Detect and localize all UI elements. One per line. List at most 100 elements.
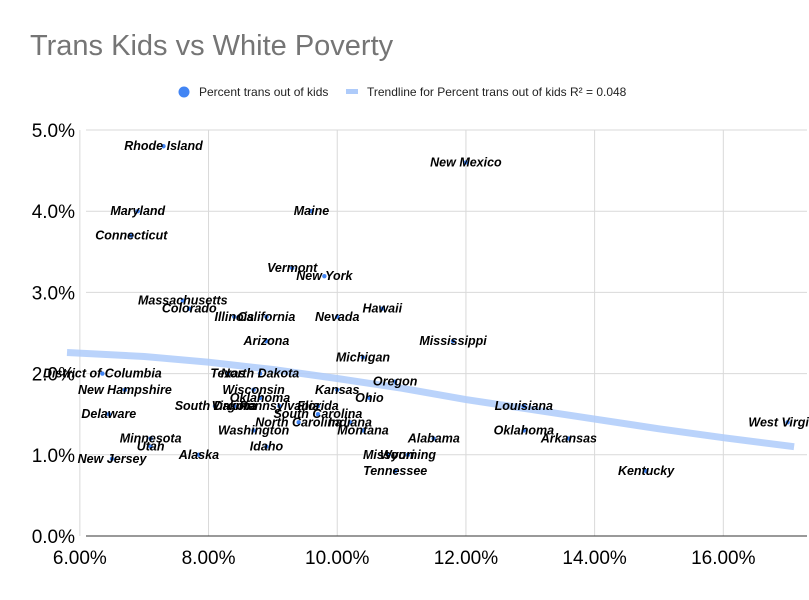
- data-point: [232, 314, 237, 319]
- point-label: Virginia: [212, 399, 257, 413]
- data-point: [315, 412, 321, 417]
- data-point: [257, 395, 263, 401]
- data-point: [360, 355, 366, 360]
- point-label: Washington: [218, 423, 290, 437]
- point-label: Idaho: [250, 440, 284, 454]
- y-tick-label: 5.0%: [32, 121, 75, 142]
- data-point: [392, 468, 398, 474]
- point-label: Wisconsin: [222, 383, 285, 397]
- point-label: Colorado: [162, 302, 217, 316]
- data-point: [106, 412, 112, 417]
- y-tick-label: 1.0%: [32, 446, 75, 467]
- point-label: Delaware: [81, 407, 136, 421]
- point-label: Maine: [294, 204, 329, 218]
- data-point: [643, 468, 649, 474]
- point-label: Arizona: [243, 334, 290, 348]
- data-point: [360, 428, 366, 433]
- x-tick-label: 6.00%: [53, 548, 107, 569]
- point-label: Wyoming: [380, 448, 436, 462]
- data-point: [251, 428, 256, 433]
- point-label: Texas: [210, 367, 245, 381]
- point-label: Michigan: [336, 350, 391, 364]
- x-tick-label: 14.00%: [562, 548, 627, 569]
- point-label: Maryland: [110, 204, 165, 218]
- point-label: Arkansas: [540, 432, 597, 446]
- data-point: [212, 403, 218, 409]
- grid: [79, 129, 807, 537]
- data-point: [196, 452, 202, 457]
- point-label: Oklahoma: [230, 391, 290, 405]
- data-points: [100, 144, 790, 474]
- data-point: [264, 314, 269, 319]
- point-label: Montana: [337, 423, 388, 437]
- point-label: West Virginia: [748, 415, 809, 429]
- point-label: Massachusetts: [138, 294, 228, 308]
- chart-title: Trans Kids vs White Poverty: [30, 30, 394, 62]
- data-point: [180, 298, 186, 303]
- point-label: Rhode Island: [124, 139, 203, 153]
- data-point: [161, 144, 166, 149]
- point-label: North Dakota: [221, 367, 300, 381]
- y-tick-label: 3.0%: [32, 283, 75, 304]
- point-label: Hawaii: [362, 302, 402, 316]
- point-label: South Dakota: [175, 399, 256, 413]
- y-axis-ticks: 0.0% 1.0% 2.0% 3.0% 4.0% 5.0%: [32, 121, 75, 548]
- data-point: [264, 444, 269, 449]
- data-point: [335, 387, 340, 393]
- point-labels: Rhode Island New Mexico Maryland Maine Conne…: [43, 139, 809, 478]
- point-label: Illinois: [214, 310, 254, 324]
- legend-label-series-1: Percent trans out of kids: [199, 85, 328, 99]
- data-point: [309, 209, 314, 214]
- point-label: Kentucky: [618, 464, 675, 478]
- point-label: Florida: [297, 399, 339, 413]
- x-tick-label: 8.00%: [182, 548, 236, 569]
- point-label: Ohio: [355, 391, 384, 405]
- point-label: Indiana: [328, 415, 372, 429]
- data-point: [347, 420, 353, 425]
- point-label: New Hampshire: [78, 383, 172, 397]
- point-label: Missouri: [363, 448, 415, 462]
- data-point: [109, 456, 115, 462]
- data-point: [380, 306, 385, 311]
- legend-label-trendline: Trendline for Percent trans out of kids …: [367, 85, 627, 99]
- point-label: Kansas: [315, 383, 360, 397]
- point-label: New Mexico: [430, 155, 502, 169]
- data-point: [521, 428, 527, 433]
- legend[interactable]: Percent trans out of kids Trendline for …: [178, 85, 627, 99]
- data-point: [100, 371, 105, 376]
- x-tick-label: 10.00%: [305, 548, 370, 569]
- data-point: [148, 444, 153, 449]
- point-label: New Jersey: [78, 452, 148, 466]
- data-point: [315, 403, 321, 409]
- point-label: Minnesota: [120, 432, 182, 446]
- point-label: Mississippi: [419, 334, 487, 348]
- data-point: [277, 403, 282, 409]
- point-label: Utah: [137, 440, 165, 454]
- point-label: New York: [296, 269, 353, 283]
- legend-marker-series-1: [178, 86, 190, 98]
- data-point: [463, 160, 469, 165]
- point-label: Pennsylvania: [239, 399, 319, 413]
- data-point: [289, 265, 295, 271]
- data-point: [450, 338, 456, 344]
- data-point: [187, 306, 192, 311]
- data-point: [785, 420, 790, 425]
- point-label: Tennessee: [363, 464, 427, 478]
- data-point: [521, 403, 527, 409]
- data-point: [251, 387, 256, 393]
- data-point: [232, 403, 237, 409]
- data-point: [367, 395, 372, 401]
- point-label: California: [238, 310, 296, 324]
- legend-marker-trendline: [346, 89, 358, 94]
- x-axis-ticks: 6.00% 8.00% 10.00% 12.00% 14.00% 16.00%: [53, 548, 756, 569]
- data-point: [296, 420, 301, 425]
- point-label: Nevada: [315, 310, 360, 324]
- x-tick-label: 16.00%: [691, 548, 756, 569]
- data-point: [148, 436, 153, 441]
- x-tick-label: 12.00%: [434, 548, 499, 569]
- point-label: Oklahoma: [494, 423, 554, 437]
- point-label: Louisiana: [495, 399, 553, 413]
- data-point: [405, 452, 411, 457]
- data-point: [264, 338, 269, 344]
